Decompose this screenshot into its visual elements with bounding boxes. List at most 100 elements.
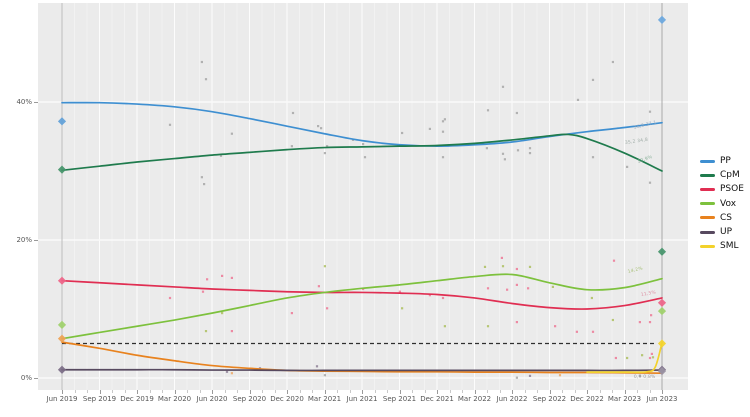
election-diamond-CS [57, 334, 67, 343]
series-line-UP [61, 368, 663, 372]
series-line-Vox [61, 273, 663, 340]
scatter-point-poll-dots-psoe [515, 321, 518, 324]
scatter-point-poll-dots-gray [441, 120, 445, 123]
scatter-point-poll-dots-gray [230, 132, 233, 135]
y-tick-label: 20% [16, 235, 32, 244]
x-tick-label: Dec 2022 [570, 395, 604, 403]
scatter-point-poll-dots-psoe [650, 352, 653, 355]
scatter-point-poll-dots-psoe [554, 325, 557, 328]
scatter-point-poll-dots-psoe [168, 296, 172, 300]
scatter-point-poll-dots-psoe [506, 288, 509, 291]
x-tick-month [224, 390, 226, 393]
x-tick-quarter [99, 390, 101, 394]
scatter-point-poll-dots-vox [401, 307, 404, 310]
scatter-point-poll-dots-gray [204, 78, 208, 81]
legend-label: SML [720, 241, 739, 252]
scatter-point-poll-dots-gray [441, 156, 445, 159]
scatter-point-poll-dots-gray [200, 176, 203, 179]
legend-item-SML: SML [700, 239, 744, 253]
x-tick-month [349, 390, 351, 393]
scatter-point-poll-dots-psoe [575, 330, 578, 333]
x-tick-quarter [249, 390, 251, 394]
scatter-point-poll-dots-gray [591, 156, 595, 159]
legend-item-CpM: CpM [700, 168, 744, 182]
x-tick-label: Sep 2022 [532, 395, 567, 403]
scatter-point-poll-dots-up [315, 365, 319, 368]
legend-item-CS: CS [700, 211, 744, 225]
series-line-CS [61, 341, 663, 375]
legend-label: CS [720, 212, 732, 223]
scatter-point-poll-dots-gray [291, 111, 295, 115]
scatter-point-poll-dots-gray [611, 60, 614, 64]
scatter-point-poll-dots-gray [576, 98, 580, 101]
plot-area: 36,9 37,1 35,2 34,8 30,9% 14,2% 11,5% 0,9 0,8… [38, 3, 688, 390]
scatter-point-poll-dots-gray [528, 147, 532, 150]
scatter-point-poll-dots-gray [626, 165, 629, 168]
x-tick-quarter [137, 390, 138, 394]
scatter-point-poll-dots-psoe [221, 274, 224, 277]
election-diamond-SML [657, 339, 667, 348]
x-tick-quarter [549, 390, 551, 394]
x-tick-label: Sep 2020 [232, 395, 267, 403]
legend-swatch [700, 244, 715, 248]
legend-swatch [700, 216, 715, 220]
scatter-point-poll-dots-vox [590, 296, 593, 300]
scatter-point-poll-dots-psoe [650, 314, 653, 317]
scatter-point-poll-dots-psoe [515, 267, 518, 271]
scatter-point-poll-dots-psoe [648, 356, 652, 360]
legend-label: UP [720, 227, 733, 238]
x-tick-label: Jun 2023 [646, 395, 678, 403]
x-tick-quarter [437, 390, 438, 394]
scatter-point-poll-dots-gray [362, 143, 365, 146]
x-tick-month [574, 390, 576, 393]
y-tick-label: 0% [20, 373, 32, 382]
legend-swatch [700, 187, 715, 191]
x-tick-quarter [662, 390, 663, 394]
legend-swatch [700, 202, 715, 206]
scatter-point-poll-dots-vox [611, 318, 614, 322]
scatter-point-poll-dots-psoe [648, 321, 652, 324]
x-tick-quarter [324, 390, 326, 394]
x-tick-month [499, 390, 501, 393]
scatter-point-poll-dots-gray [503, 158, 506, 161]
scatter-point-poll-dots-vox [486, 325, 490, 328]
legend-item-PP: PP [700, 154, 744, 168]
poll-value-annotation: 0,9 0,8% [633, 374, 656, 380]
scatter-point-poll-dots-gray [200, 60, 203, 64]
scatter-point-poll-dots-gray [401, 131, 404, 135]
y-tick-label: 40% [16, 97, 32, 106]
scatter-point-poll-dots-psoe [317, 285, 320, 288]
scatter-point-poll-dots-gray [516, 149, 520, 152]
x-tick-label: Jun 2022 [496, 395, 528, 403]
election-diamond-PSOE [57, 276, 67, 285]
x-tick-label: Dec 2019 [120, 395, 154, 403]
election-diamond-Vox [657, 306, 667, 316]
legend-label: CpM [720, 170, 740, 181]
scatter-point-poll-dots-psoe [612, 259, 616, 262]
scatter-point-poll-dots-misc [515, 376, 518, 379]
scatter-point-poll-dots-up [528, 374, 532, 377]
scatter-point-poll-dots-psoe [527, 287, 530, 290]
scatter-point-poll-dots-psoe [428, 294, 431, 297]
x-tick-month [649, 390, 651, 393]
scatter-point-poll-dots-psoe [230, 330, 233, 333]
scatter-point-poll-dots-psoe [326, 307, 329, 310]
scatter-point-poll-dots-psoe [290, 312, 293, 315]
x-tick-quarter [624, 390, 626, 394]
legend-label: PSOE [720, 184, 744, 195]
x-tick-month [537, 390, 538, 393]
x-tick-label: Jun 2021 [346, 395, 378, 403]
election-diamond-PP [57, 117, 67, 126]
legend-swatch [700, 230, 715, 234]
x-tick-label: Mar 2022 [457, 395, 492, 403]
scatter-point-poll-dots-psoe [441, 296, 445, 300]
scatter-point-poll-dots-gray [323, 152, 326, 155]
scatter-point-poll-dots-psoe [500, 256, 503, 259]
x-tick-quarter [474, 390, 476, 394]
x-tick-month [162, 390, 163, 393]
scatter-point-poll-dots-gray [648, 110, 652, 113]
x-tick-label: Dec 2021 [420, 395, 454, 403]
scatter-point-poll-dots-psoe [638, 321, 641, 324]
election-diamond-CpM [57, 165, 67, 174]
